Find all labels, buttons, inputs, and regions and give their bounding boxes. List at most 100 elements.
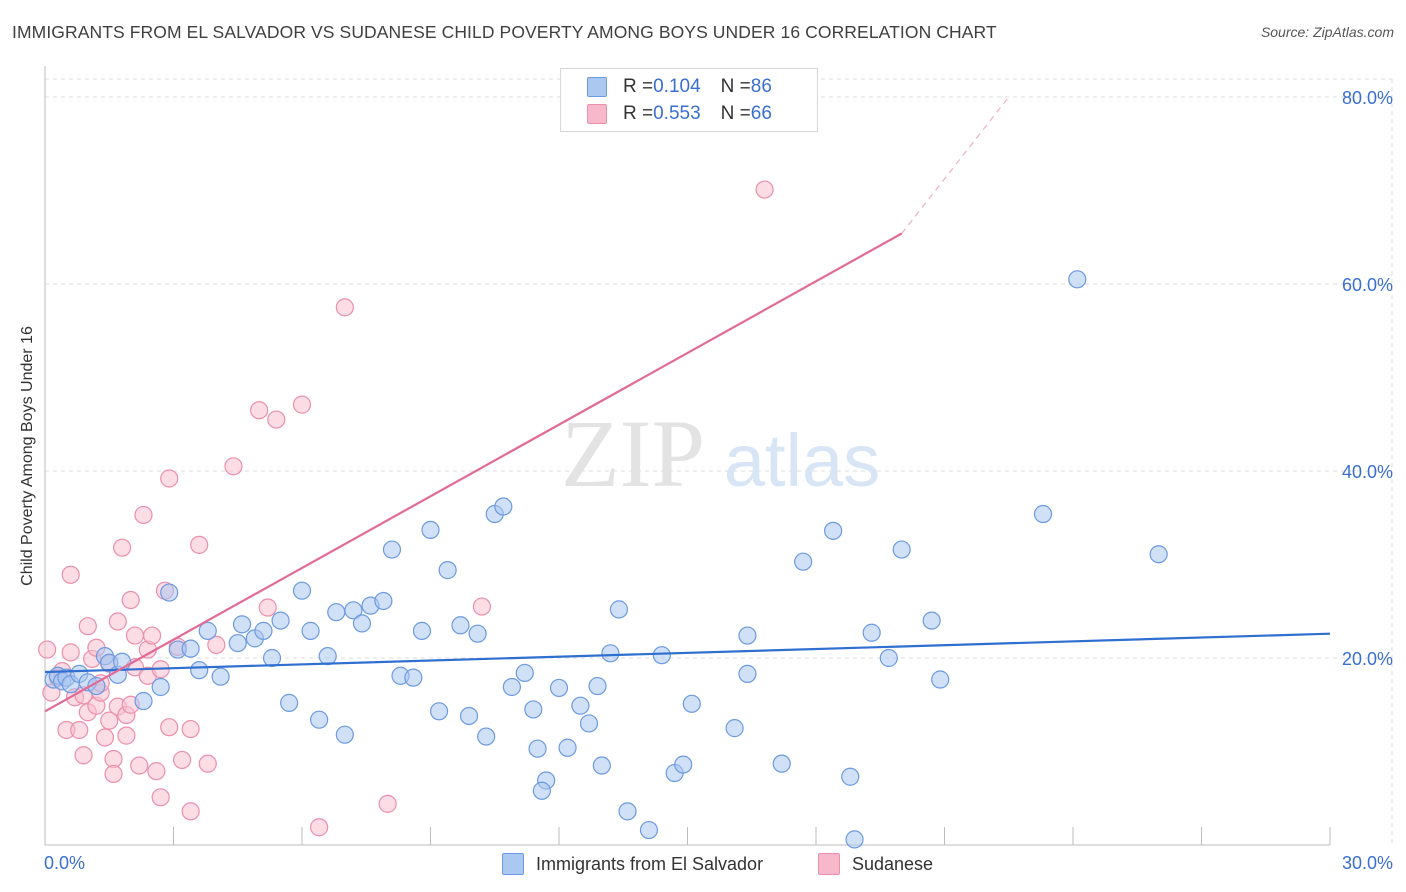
el-salvador-point [335,725,354,744]
sudanese-point [70,720,89,740]
el-salvador-point [515,663,534,683]
el-salvador-point [922,611,941,630]
el-salvador-point [571,696,590,715]
legend-swatch-pink [818,853,840,875]
el-salvador-point [468,624,487,643]
sudanese-point [292,395,312,414]
el-salvador-point [344,601,363,620]
el-salvador-point [254,621,273,640]
el-salvador-point [151,677,170,697]
sudanese-point [267,410,286,429]
el-salvador-point [87,676,106,696]
legend-r-label: R = [623,76,654,97]
sudanese-point [78,617,97,636]
legend-r-label: R = [623,103,654,124]
el-salvador-point [181,639,200,658]
el-salvador-point [592,756,611,775]
x-tick-label-max: 30.0% [1342,853,1393,873]
legend-row-sudanese: R = 0.553 N = 66 [587,102,772,126]
sudanese-point [181,719,200,739]
el-salvador-point [280,693,299,712]
y-tick-label: 20.0% [1342,649,1393,669]
el-salvador-point [429,702,449,721]
el-salvador-point [845,830,864,849]
el-salvador-point [451,616,470,635]
el-salvador-point [618,802,637,821]
legend-swatch-pink [587,104,607,124]
sudanese-point [207,635,226,655]
el-salvador-point [190,661,209,680]
el-salvador-point [674,755,693,774]
el-salvador-point [931,670,950,689]
el-salvador-point [862,623,881,642]
y-tick-label: 40.0% [1342,462,1393,482]
sudanese-point [147,762,166,781]
sudanese-point [61,565,80,584]
sudanese-point [95,728,115,747]
sudanese-point [224,457,243,476]
el-salvador-point [327,603,346,622]
el-salvador-point [301,621,320,640]
legend-row-el-salvador: R = 0.104 N = 86 [587,75,772,99]
el-salvador-point [794,552,813,571]
el-salvador-point [477,727,496,746]
el-salvador-point [588,676,607,696]
sudanese-point [134,505,153,525]
sudanese-point [74,746,93,765]
sudanese-point [130,756,149,775]
bottom-legend-el-salvador: Immigrants from El Salvador [502,852,763,876]
legend-swatch-blue [502,853,524,875]
legend-swatch-blue [587,77,607,97]
sudanese-point [378,794,397,813]
el-salvador-point [232,615,252,634]
el-salvador-point [725,719,744,738]
sudanese-point [190,535,209,554]
sudanese-point [38,640,57,659]
el-salvador-point [438,561,457,580]
el-salvador-point [318,647,337,666]
tick-labels: 20.0% 40.0% 60.0% 80.0% 0.0% 30.0% [44,88,1393,873]
el-salvador-point [558,738,577,757]
sudanese-point [108,612,127,631]
el-salvador-point [1033,504,1053,524]
legend-n-value: 66 [750,103,772,124]
source-label: Source: ZipAtlas.com [1260,24,1394,40]
el-salvador-point [652,646,671,665]
sudanese-point [104,764,123,784]
watermark-zip: ZIP [561,400,705,507]
axes [44,66,1331,846]
grid-lines [45,78,1393,845]
sudanese-trend-line [44,232,903,713]
sudanese-point [160,469,179,488]
sudanese-point [172,750,192,770]
trend-lines [44,96,1331,713]
legend-n-label: N = [720,76,751,97]
el-salvador-point [262,648,282,668]
legend-r-value: 0.553 [653,103,701,124]
sudanese-point [142,626,162,645]
el-salvador-point [502,677,521,697]
sudanese-point [151,788,170,807]
sudanese-point [250,401,269,420]
el-salvador-point [601,644,620,663]
el-salvador-point [412,621,432,640]
el-salvador-point [404,668,423,687]
watermark-atlas: atlas [724,419,880,502]
chart-title: IMMIGRANTS FROM EL SALVADOR VS SUDANESE … [12,22,997,42]
legend-label-el-salvador: Immigrants from El Salvador [536,853,764,874]
sudanese-point [112,538,132,557]
sudanese-point [335,298,354,317]
sudanese-point [117,726,136,745]
el-salvador-point [772,754,791,773]
correlation-legend: R = 0.104 N = 86 R = 0.553 N = 66 [560,68,818,132]
bottom-legend-sudanese: Sudanese [818,852,933,876]
el-salvador-point [879,648,898,668]
el-salvador-point [579,714,599,733]
sudanese-point [100,711,119,730]
sudanese-point [61,643,80,662]
el-salvador-point [494,497,513,516]
sudanese-point [472,597,491,616]
el-salvador-point [738,664,757,683]
el-salvador-trend-line [44,632,1331,674]
watermark: ZIP atlas [561,400,880,507]
